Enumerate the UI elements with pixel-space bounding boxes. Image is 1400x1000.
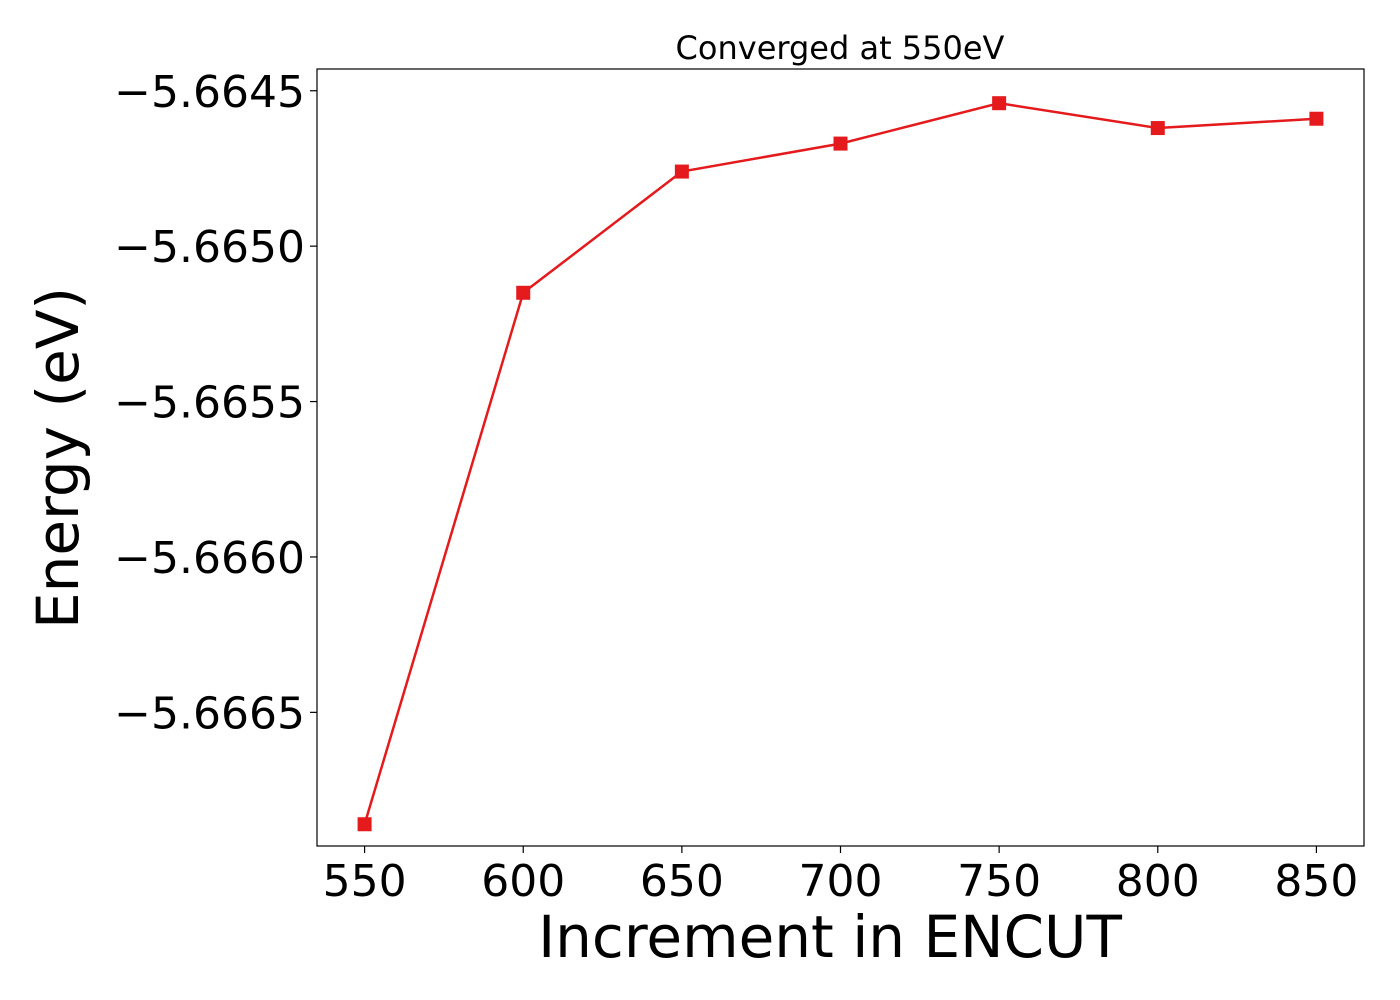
x-tick-label: 850 (1274, 856, 1358, 907)
x-axis-title: Increment in ENCUT (538, 903, 1122, 971)
data-point (1309, 111, 1324, 126)
data-point (833, 136, 848, 151)
data-point (1150, 121, 1165, 136)
series-line (363, 101, 1317, 825)
y-tick-label: −5.6655 (114, 378, 305, 429)
x-tick-label: 700 (799, 856, 883, 907)
data-point (674, 164, 689, 179)
x-tick-label: 600 (481, 856, 565, 907)
x-tick-label: 650 (640, 856, 724, 907)
x-tick-label: 800 (1116, 856, 1200, 907)
x-tick-label: 750 (957, 856, 1041, 907)
series-group (357, 96, 1324, 832)
data-point (516, 285, 531, 300)
data-point (357, 817, 372, 832)
chart-title: Converged at 550eV (676, 29, 1005, 67)
y-tick-label: −5.6650 (114, 222, 305, 273)
y-axis-title: Energy (eV) (24, 287, 92, 629)
y-tick-label: −5.6665 (114, 688, 305, 739)
x-axis: 550 600 650 700 750 800 850 (323, 846, 1358, 907)
y-tick-label: −5.6660 (114, 533, 305, 584)
x-tick-label: 550 (323, 856, 407, 907)
y-axis: −5.6645 −5.6650 −5.6655 −5.6660 −5.6665 (114, 67, 317, 739)
data-point (992, 96, 1007, 111)
y-tick-label: −5.6645 (114, 67, 305, 118)
